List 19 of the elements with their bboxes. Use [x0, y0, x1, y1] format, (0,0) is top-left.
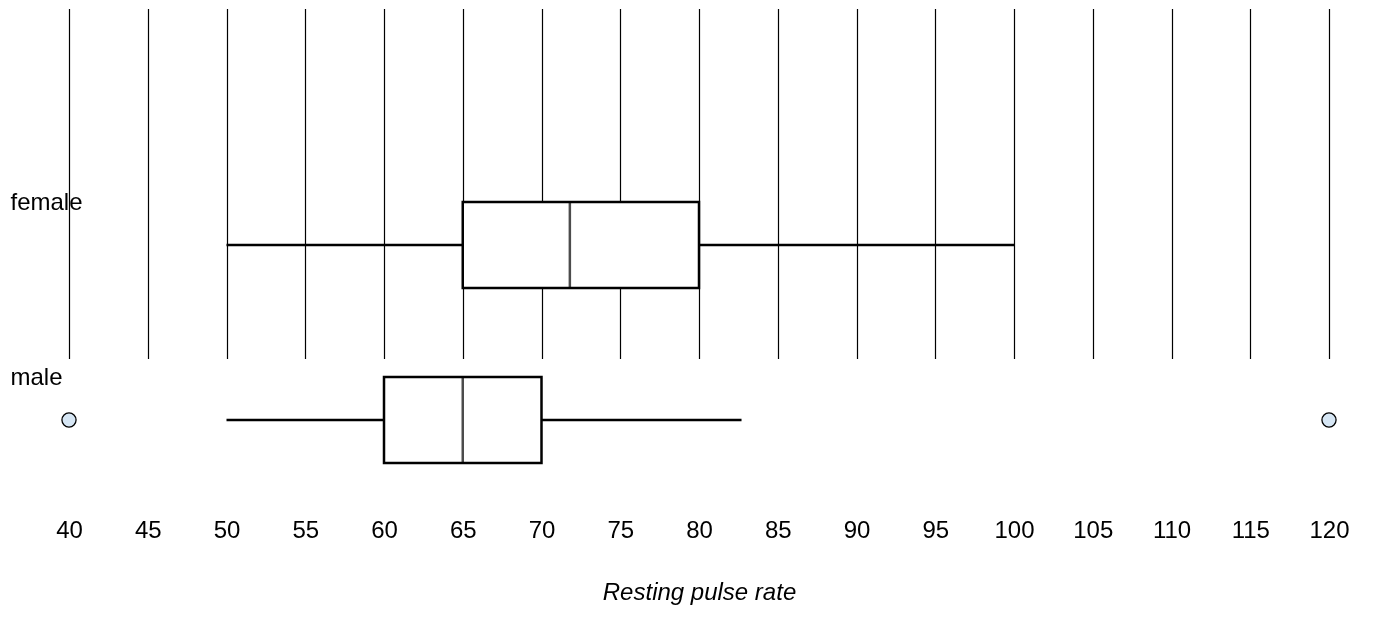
x-tick-label: 80: [686, 515, 713, 543]
x-tick-label: 85: [764, 515, 792, 543]
x-tick-label: 115: [1231, 515, 1270, 543]
x-tick-label: 110: [1152, 515, 1192, 543]
x-tick-label: 55: [292, 515, 320, 543]
x-tick-label: 65: [449, 515, 477, 543]
x-tick-label: 90: [843, 515, 871, 543]
x-tick-label: 40: [56, 515, 83, 543]
x-tick-label: 75: [607, 515, 635, 543]
x-tick-label: 105: [1073, 515, 1114, 543]
x-tick-label: 45: [134, 515, 162, 543]
x-tick-label: 60: [371, 515, 398, 543]
x-tick-label: 120: [1309, 515, 1350, 543]
x-tick-label: 70: [528, 515, 556, 543]
x-tick-label: 100: [994, 515, 1035, 543]
x-axis-title: Resting pulse rate: [602, 577, 797, 605]
x-tick-label: 95: [922, 515, 950, 543]
y-tick-label: male: [10, 363, 63, 390]
x-tick-label: 50: [213, 515, 241, 543]
